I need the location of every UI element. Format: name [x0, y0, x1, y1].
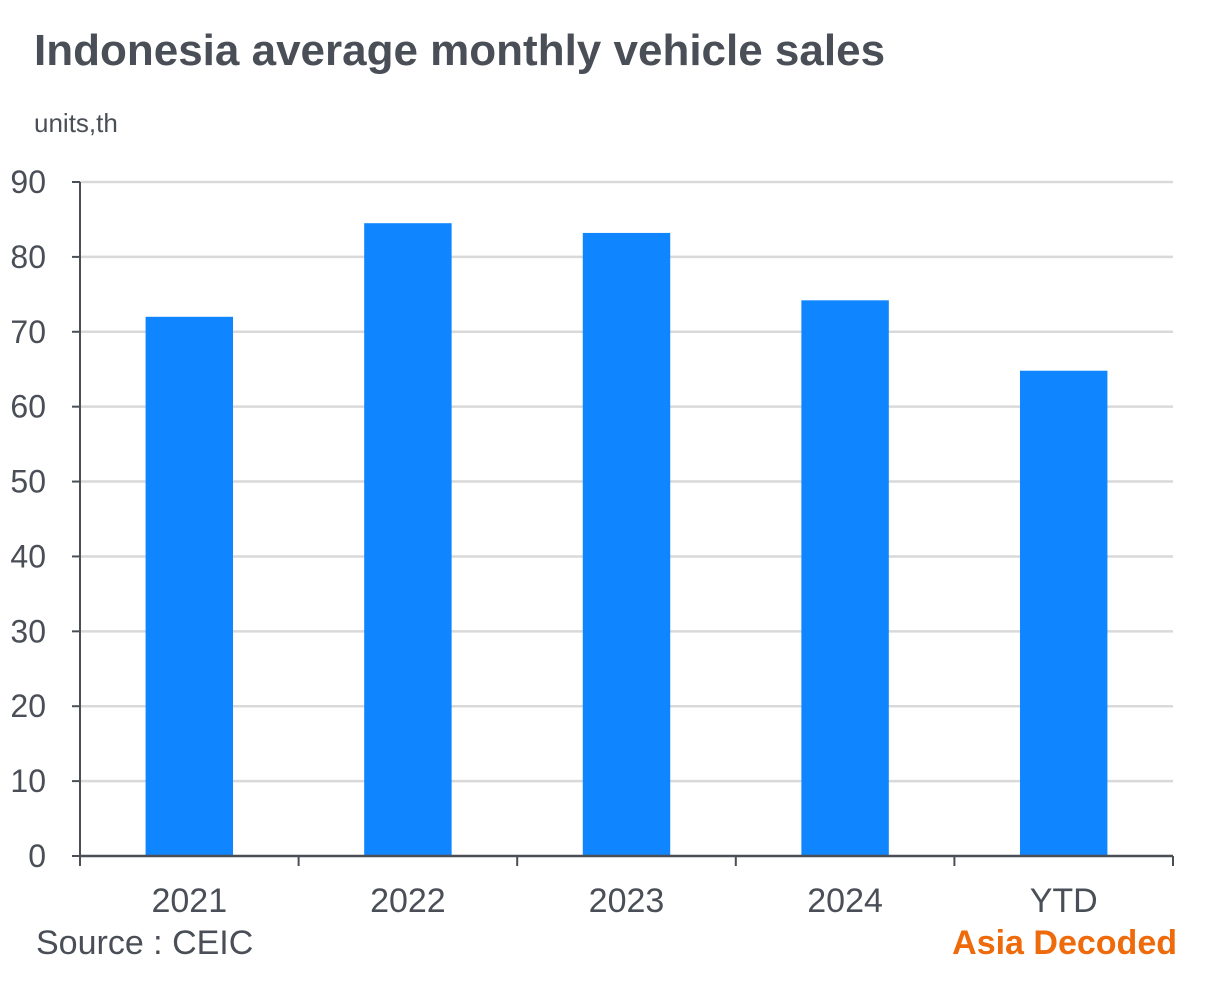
y-tick-label: 60	[10, 389, 46, 425]
bar-2024	[801, 300, 889, 856]
y-tick-label: 30	[10, 613, 46, 649]
source-note: Source : CEIC	[36, 924, 254, 962]
x-tick-label: 2024	[807, 882, 883, 920]
x-tick-labels: 2021 2022 2023 2024 YTD	[151, 882, 1097, 920]
x-tick-label: 2023	[589, 882, 665, 920]
y-tick-label: 50	[10, 464, 46, 500]
y-tick-labels: 0 10 20 30 40 50 60 70 80 90	[10, 164, 46, 874]
y-tick-label: 40	[10, 538, 46, 574]
x-tick-label: 2022	[370, 882, 446, 920]
y-tick-label: 90	[10, 164, 46, 200]
y-tick-label: 20	[10, 688, 46, 724]
y-tick-label: 10	[10, 763, 46, 799]
chart-title: Indonesia average monthly vehicle sales	[34, 26, 886, 75]
bar-2022	[364, 223, 452, 856]
brand-label: Asia Decoded	[952, 924, 1177, 962]
y-tick-label: 70	[10, 314, 46, 350]
bar-2021	[145, 316, 234, 856]
axes	[72, 181, 1174, 866]
x-tick-label: 2021	[151, 882, 227, 920]
y-tick-label: 80	[10, 239, 46, 275]
bar-ytd	[1019, 370, 1108, 856]
x-tick-label: YTD	[1030, 882, 1098, 920]
bar-2023	[582, 232, 671, 856]
y-tick-label: 0	[28, 838, 46, 874]
bars	[145, 223, 1108, 856]
unit-label: units,th	[34, 108, 118, 138]
